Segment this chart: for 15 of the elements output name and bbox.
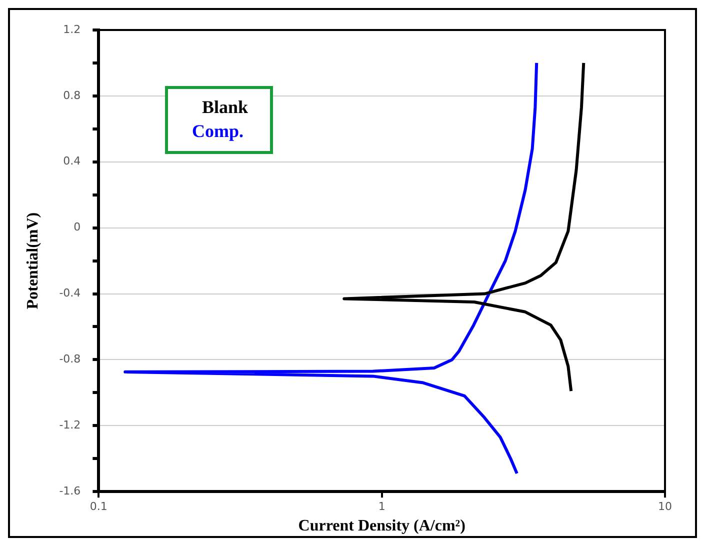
y-tick-label: -0.4	[59, 286, 81, 300]
y-tick-label: -1.2	[59, 418, 81, 432]
y-tick-label: 0.4	[63, 154, 81, 168]
y-tick-label: -0.8	[59, 352, 81, 366]
x-tick-label: 1	[378, 500, 386, 514]
y-tick-label: 0	[74, 220, 81, 234]
text: Blank	[201, 96, 248, 119]
x-tick-label: 10	[658, 500, 672, 514]
text: Comp.	[191, 120, 245, 143]
x-axis-title: Current Density (A/cm²)	[298, 518, 466, 535]
x-tick-label: 0.1	[90, 500, 108, 514]
y-tick-label: 1.2	[63, 22, 81, 36]
y-axis-title: Potential(mV)	[24, 212, 42, 310]
y-tick-label: 0.8	[63, 88, 81, 102]
y-tick-label: -1.6	[59, 484, 81, 498]
